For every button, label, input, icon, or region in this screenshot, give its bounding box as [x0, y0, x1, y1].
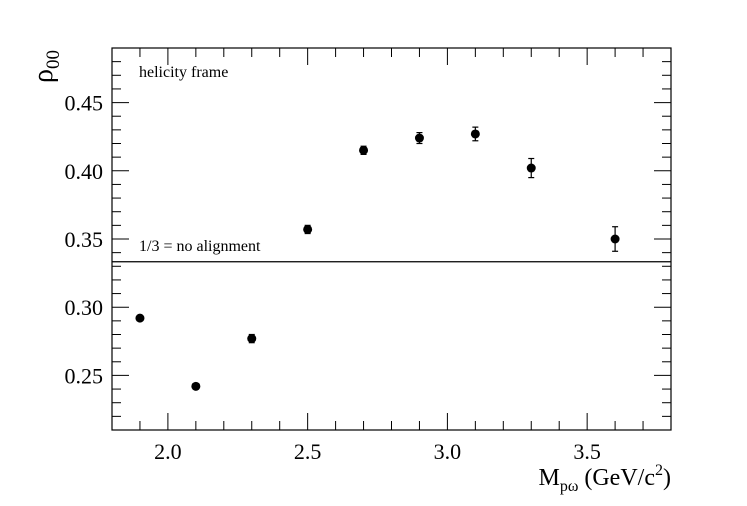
y-tick-label: 0.40: [65, 159, 104, 184]
data-point: [247, 333, 257, 344]
x-axis-title-rest: (GeV/c: [578, 465, 655, 491]
x-axis-title-main: M: [538, 465, 559, 491]
x-axis-title-sup: 2: [655, 462, 663, 479]
y-tick-label: 0.45: [65, 91, 104, 116]
y-tick-label: 0.35: [65, 227, 104, 252]
data-marker: [191, 381, 201, 391]
data-marker: [247, 334, 257, 344]
data-marker: [610, 234, 620, 244]
data-point: [359, 145, 369, 156]
data-point: [610, 226, 620, 252]
data-point: [526, 157, 536, 179]
data-marker: [303, 224, 313, 234]
x-axis-title-close: ): [663, 465, 671, 491]
x-tick-label: 3.5: [573, 439, 601, 464]
data-points: [135, 126, 620, 391]
y-axis-title: ρ00: [28, 50, 64, 83]
data-marker: [470, 129, 480, 139]
y-axis-title-main: ρ: [28, 69, 59, 83]
data-point: [303, 224, 313, 235]
no-alignment-label: 1/3 = no alignment: [139, 238, 261, 255]
data-point: [414, 131, 424, 145]
x-axis-title: Mpω (GeV/c2): [538, 462, 671, 495]
axis-ticks: [111, 47, 672, 431]
data-point: [135, 313, 145, 323]
x-axis-title-sub: pω: [560, 478, 579, 495]
data-marker: [359, 145, 369, 155]
y-tick-label: 0.25: [65, 363, 104, 388]
data-marker: [135, 313, 145, 323]
frame-annotation: helicity frame: [139, 64, 228, 81]
data-marker: [414, 133, 424, 143]
x-tick-label: 3.0: [434, 439, 462, 464]
x-tick-label: 2.5: [294, 439, 322, 464]
y-axis-title-sub: 00: [43, 50, 64, 69]
tick-labels: 2.0 2.5 3.0 3.5 0.25 0.30 0.35 0.40 0.45: [65, 91, 601, 464]
y-tick-label: 0.30: [65, 295, 104, 320]
x-tick-label: 2.0: [154, 439, 182, 464]
data-marker: [526, 163, 536, 173]
data-point: [191, 381, 201, 391]
data-point: [470, 126, 480, 142]
